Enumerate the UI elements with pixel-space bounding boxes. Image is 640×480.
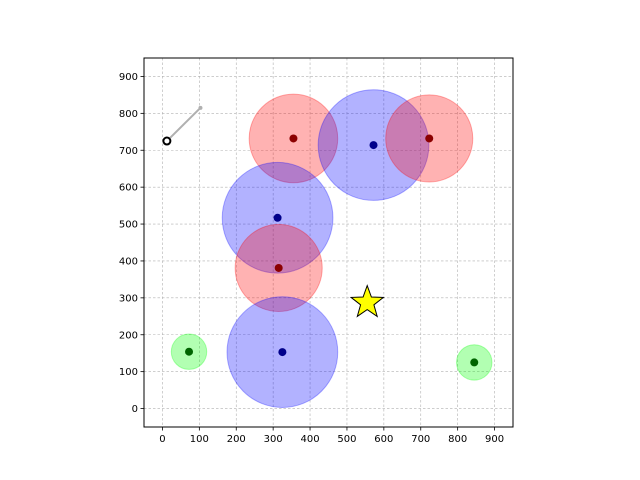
goal-star-marker	[349, 284, 385, 318]
x-tick-label: 0	[159, 434, 165, 445]
y-tick-label: 0	[132, 404, 138, 415]
x-tick-label: 200	[227, 434, 246, 445]
x-tick-label: 500	[337, 434, 356, 445]
red-center-point	[289, 134, 298, 143]
x-tick-label: 400	[301, 434, 320, 445]
grid	[144, 58, 513, 427]
blue-center-point	[369, 141, 378, 150]
y-tick-label: 900	[119, 72, 138, 83]
blue-center-point	[273, 213, 282, 222]
x-tick-label: 600	[374, 434, 393, 445]
agent-heading-line	[166, 107, 202, 142]
green-center-point	[470, 358, 479, 367]
x-tick-label: 100	[190, 434, 209, 445]
y-tick-label: 300	[119, 293, 138, 304]
y-tick-label: 800	[119, 109, 138, 120]
y-tick-label: 400	[119, 256, 138, 267]
red-center-point	[274, 263, 283, 272]
green-center-point	[185, 347, 194, 356]
red-center-point	[425, 134, 434, 143]
x-tick-label: 300	[264, 434, 283, 445]
agent-heading-tip	[198, 105, 203, 110]
markers-layer	[162, 105, 479, 367]
y-tick-label: 700	[119, 146, 138, 157]
y-tick-label: 100	[119, 367, 138, 378]
y-tick-label: 500	[119, 220, 138, 231]
agent-marker	[162, 136, 172, 146]
blue-center-point	[278, 348, 287, 357]
x-tick-label: 900	[485, 434, 504, 445]
y-tick-label: 200	[119, 330, 138, 341]
ticks-layer: 0 100 200 300 400 500 600 700 800 900 0 100 200 300 40…	[119, 72, 504, 445]
x-tick-label: 800	[448, 434, 467, 445]
axes-frame	[143, 57, 514, 428]
y-tick-label: 600	[119, 183, 138, 194]
x-tick-label: 700	[411, 434, 430, 445]
